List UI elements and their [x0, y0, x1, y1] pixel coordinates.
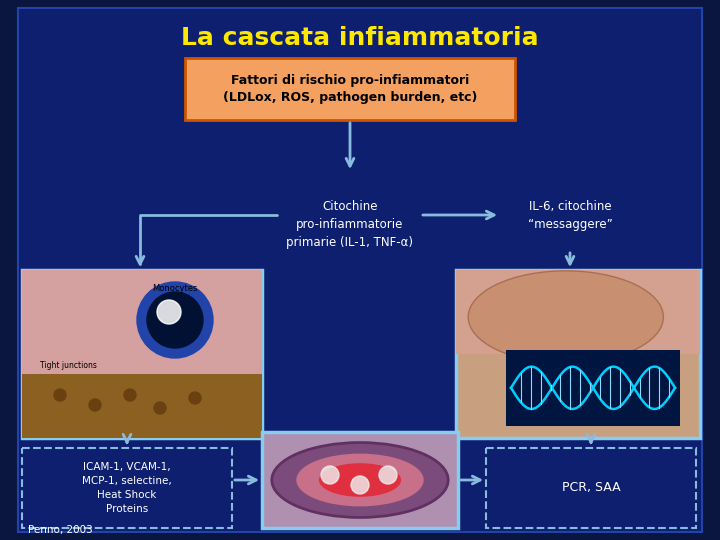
Text: PCR, SAA: PCR, SAA [562, 482, 621, 495]
Ellipse shape [297, 454, 423, 507]
Text: Penno, 2003: Penno, 2003 [28, 525, 93, 535]
Ellipse shape [319, 463, 401, 497]
Text: Monocytes: Monocytes [153, 284, 198, 293]
Circle shape [54, 389, 66, 401]
Circle shape [321, 466, 339, 484]
Text: IL-6, citochine
“messaggere”: IL-6, citochine “messaggere” [528, 200, 613, 231]
Text: ICAM-1, VCAM-1,
MCP-1, selectine,
Heat Shock
Proteins: ICAM-1, VCAM-1, MCP-1, selectine, Heat S… [82, 462, 172, 514]
Circle shape [379, 466, 397, 484]
Ellipse shape [468, 271, 663, 363]
Circle shape [157, 300, 181, 324]
Circle shape [189, 392, 201, 404]
Text: Citochine
pro-infiammatorie
primarie (IL-1, TNF-α): Citochine pro-infiammatorie primarie (IL… [287, 200, 413, 249]
Circle shape [89, 399, 101, 411]
Bar [456, 270, 700, 438]
Bar [22, 448, 232, 528]
Text: Fattori di rischio pro-infiammatori
(LDLox, ROS, pathogen burden, etc): Fattori di rischio pro-infiammatori (LDL… [222, 74, 477, 104]
Text: Tight junctions: Tight junctions [40, 361, 97, 369]
Circle shape [124, 389, 136, 401]
Bar [185, 58, 515, 120]
Bar [486, 448, 696, 528]
Bar [456, 270, 700, 354]
Circle shape [137, 282, 213, 358]
Bar [22, 270, 262, 438]
Bar [22, 374, 262, 438]
Bar [506, 350, 680, 426]
Text: La cascata infiammatoria: La cascata infiammatoria [181, 26, 539, 50]
Bar [262, 432, 458, 528]
Circle shape [154, 402, 166, 414]
Circle shape [147, 292, 203, 348]
Ellipse shape [272, 443, 448, 517]
Bar [22, 270, 262, 374]
Circle shape [351, 476, 369, 494]
